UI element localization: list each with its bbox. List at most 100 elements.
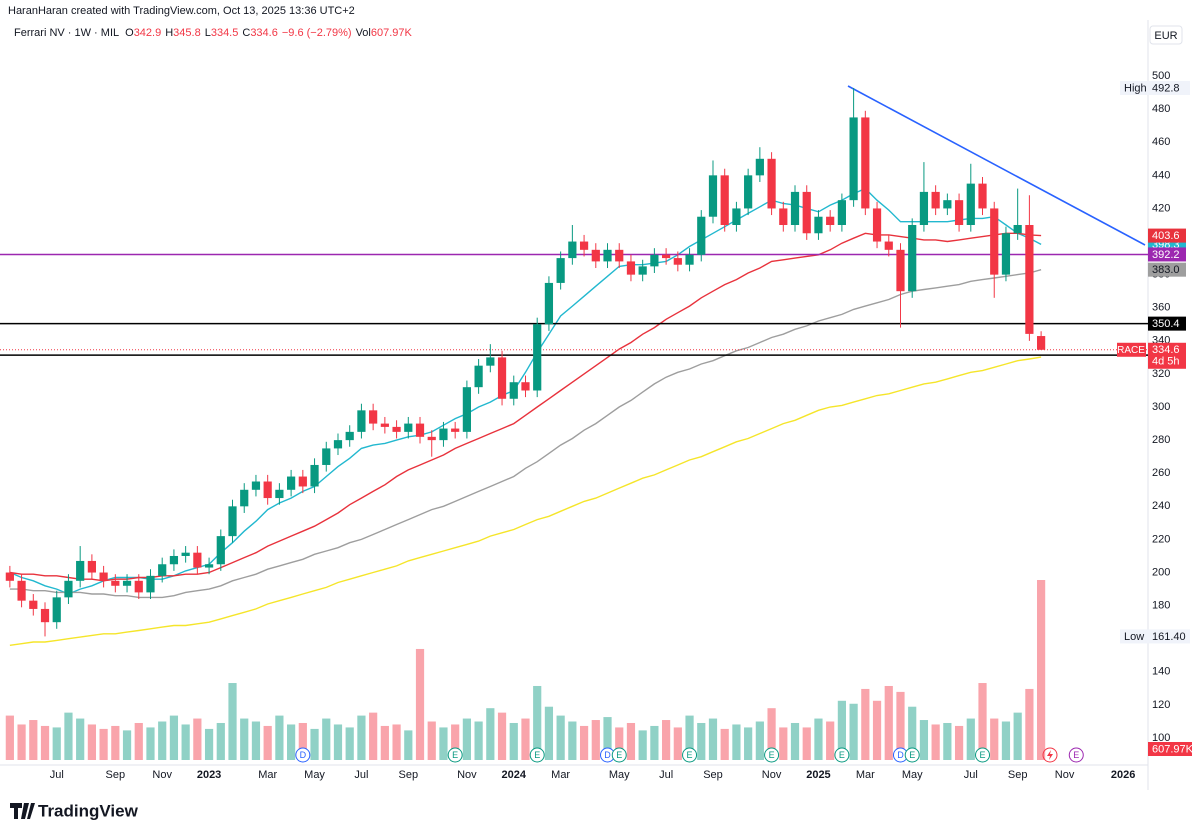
countdown: 4d 5h [1152, 356, 1180, 368]
candle-body [134, 580, 143, 593]
x-tick-label: Mar [258, 769, 277, 781]
symbol-tag-bg [1117, 342, 1146, 357]
y-tick-label: 460 [1152, 136, 1170, 148]
moving-average [9, 269, 1042, 599]
candle-body [826, 216, 835, 225]
symbol-tag: RACE [1117, 345, 1145, 356]
candle-body [908, 224, 917, 292]
volume-bar [240, 718, 249, 760]
y-tick-label: 120 [1152, 699, 1170, 711]
volume-bar [509, 722, 518, 760]
candle-body [169, 555, 179, 565]
candle-body [755, 158, 764, 176]
volume-bar [17, 724, 26, 760]
volume-bar [275, 715, 284, 760]
credit: HaranHaran created with TradingView.com,… [8, 5, 355, 17]
low-marker-bg [1120, 629, 1190, 644]
volume-bar [638, 730, 647, 760]
candle-body [240, 489, 249, 507]
volume-bar [1025, 688, 1034, 760]
candle-body [896, 249, 905, 292]
candle-body [708, 175, 718, 217]
candle-body [251, 481, 261, 490]
candle-body [533, 324, 542, 391]
event-marker [904, 747, 920, 763]
candle-body [111, 580, 120, 586]
volume-bar [345, 727, 354, 760]
candle-body [673, 258, 682, 265]
volume-bar [685, 715, 694, 760]
volume-bar [931, 724, 940, 760]
volume-bar [474, 721, 483, 760]
candle-body [287, 476, 296, 490]
volume-bar [849, 703, 858, 760]
candle-body [333, 440, 343, 449]
x-tick-label: Mar [551, 769, 570, 781]
candle-body [579, 241, 589, 250]
volume-bar [193, 718, 202, 760]
moving-average [9, 356, 1042, 646]
y-tick-label: 100 [1152, 732, 1170, 744]
candle-body [298, 476, 307, 487]
event-marker [447, 747, 463, 763]
candle-body [64, 580, 73, 598]
volume-bar [169, 715, 179, 760]
event-label: E [980, 750, 986, 760]
legend-item: 607.97K [371, 27, 413, 39]
candle-body [954, 200, 964, 225]
y-tick-label: 320 [1152, 368, 1170, 380]
volume-bar [919, 720, 929, 760]
high-marker: High [1124, 82, 1147, 94]
candle-body [556, 258, 565, 283]
ma-tag: 383.0 [1152, 264, 1180, 276]
candle-body [204, 564, 214, 568]
candle-body [732, 208, 741, 225]
x-tick-label: May [609, 769, 630, 781]
candle-body [544, 282, 554, 325]
volume-bar [204, 728, 214, 760]
line-tag-bg [1148, 247, 1186, 262]
candle-body [427, 436, 436, 441]
candle-body [943, 200, 952, 209]
legend-item: Vol [356, 27, 371, 39]
y-tick-label: 500 [1152, 70, 1170, 82]
volume-bar [990, 718, 999, 760]
volume-bar [64, 712, 73, 760]
legend-item: 334.5 [211, 27, 239, 39]
candle-body [52, 597, 61, 623]
volume-bar [790, 722, 800, 760]
x-tick-label: Jul [964, 769, 978, 781]
volume-bar [111, 725, 120, 760]
volume-tag-bg [1148, 742, 1192, 756]
candle-body [720, 175, 729, 225]
low-marker: Low [1124, 631, 1144, 643]
candle-body [158, 564, 167, 576]
volume-bar [943, 722, 952, 760]
currency-box [1149, 25, 1183, 45]
volume-bar [99, 728, 108, 760]
x-tick-label: May [304, 769, 325, 781]
candle-body [884, 241, 893, 250]
x-tick-label: Nov [762, 769, 782, 781]
candle-body [861, 117, 870, 209]
x-tick-label: Sep [703, 769, 723, 781]
candle-body [5, 572, 14, 581]
legend-item: 342.9 [134, 27, 162, 39]
y-tick-label: 480 [1152, 103, 1170, 115]
volume-bar [908, 706, 917, 760]
candle-body [767, 158, 776, 209]
high-marker-bg [1120, 80, 1190, 95]
candle-body [744, 175, 753, 209]
volume-bar [744, 727, 753, 760]
candle-body [779, 208, 788, 225]
candle-body [615, 249, 624, 262]
x-tick-label: Nov [1055, 769, 1075, 781]
candle-body [1037, 336, 1046, 350]
close-tag-bg [1148, 342, 1186, 369]
legend-item: C [242, 27, 250, 39]
volume-bar [779, 727, 788, 760]
candle-body [439, 428, 448, 441]
volume-bar [861, 688, 870, 760]
candle-body [369, 410, 378, 424]
y-tick-label: 420 [1152, 202, 1170, 214]
